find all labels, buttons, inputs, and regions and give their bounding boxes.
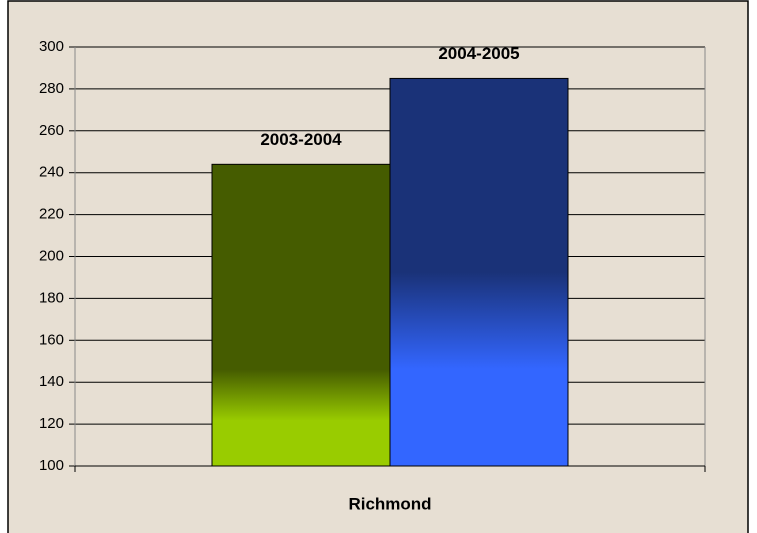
data-label: 2004-2005 — [438, 44, 519, 63]
bar — [389, 77, 569, 467]
bar — [211, 163, 391, 467]
y-tick-label: 280 — [39, 80, 64, 97]
x-tick-label: Richmond — [348, 494, 431, 513]
y-tick-label: 180 — [39, 289, 64, 306]
y-tick-label: 200 — [39, 247, 64, 264]
y-tick-label: 220 — [39, 206, 64, 223]
y-tick-label: 240 — [39, 164, 64, 181]
y-tick-label: 260 — [39, 122, 64, 139]
y-tick-label: 100 — [39, 457, 64, 474]
y-tick-label: 140 — [39, 373, 64, 390]
y-tick-label: 120 — [39, 415, 64, 432]
data-label: 2003-2004 — [260, 130, 342, 149]
y-tick-label: 300 — [39, 38, 64, 55]
y-tick-label: 160 — [39, 331, 64, 348]
